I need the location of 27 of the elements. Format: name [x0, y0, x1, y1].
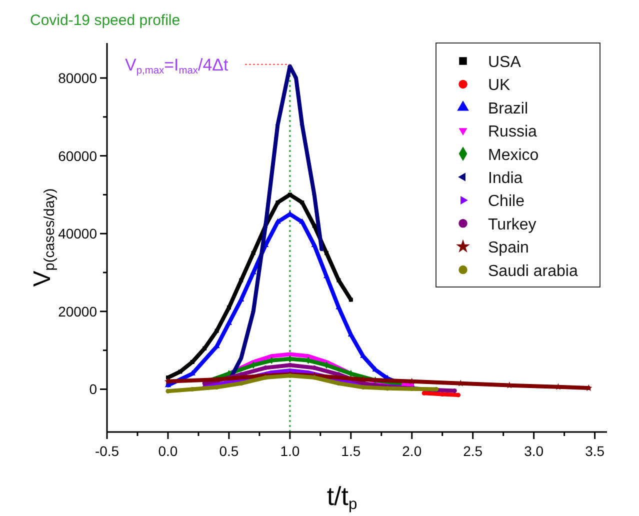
- text: 0.0: [158, 443, 178, 459]
- x-tick-label: 1.5: [341, 443, 361, 459]
- annotation: V$_{p,max}$=I$_{max}$/4Δt: [125, 55, 229, 76]
- x-tick-label: 0.5: [219, 443, 239, 459]
- legend-label: USA: [488, 54, 522, 71]
- legend-label: Turkey: [488, 216, 536, 234]
- y-tick-label: 40000: [58, 226, 98, 242]
- legend-label: Spain: [488, 240, 529, 257]
- legend-label: Brazil: [488, 100, 528, 118]
- legend-label: Chile: [488, 193, 525, 210]
- y-tick-label: 0: [89, 381, 98, 398]
- text: 1.0: [280, 443, 300, 459]
- x-tick-label: 2.5: [463, 443, 483, 459]
- legend-label: Mexico: [488, 146, 539, 164]
- x-tick-label: -0.5: [94, 443, 120, 459]
- chart-title: Covid-19 speed profile: [30, 12, 180, 29]
- x-axis-title: t/t$_{p}$: [326, 481, 358, 513]
- y-tick-label: 60000: [58, 148, 98, 164]
- x-tick-label: 3.5: [585, 443, 605, 459]
- y-tick-label: 80000: [58, 70, 98, 86]
- text: 2.0: [402, 443, 422, 459]
- legend-label: Russia: [488, 124, 538, 141]
- legend-label: UK: [488, 77, 511, 94]
- legend-label: India: [488, 170, 523, 187]
- y-tick-label: 20000: [58, 303, 98, 320]
- text: 3.0: [524, 443, 544, 459]
- legend-label: Saudi arabia: [488, 262, 578, 280]
